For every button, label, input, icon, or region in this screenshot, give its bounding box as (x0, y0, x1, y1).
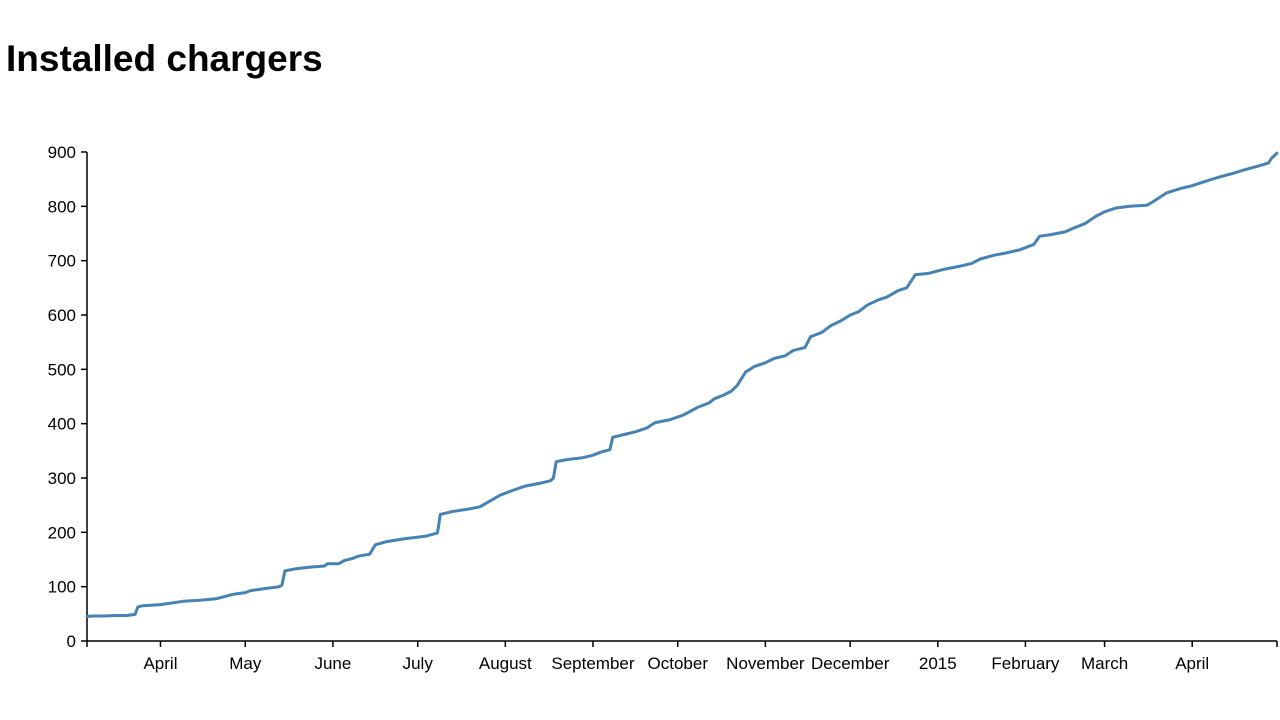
plot-area (85, 151, 1279, 618)
y-axis: 0 100 200 300 400 500 600 700 800 900 (48, 143, 88, 651)
y-tick-label: 800 (48, 197, 76, 216)
y-tick-label: 100 (48, 578, 76, 597)
x-tick-label: April (143, 654, 177, 673)
series-line (85, 151, 1279, 618)
x-tick-label: September (551, 654, 634, 673)
x-tick-label: July (403, 654, 434, 673)
y-tick-label: 700 (48, 252, 76, 271)
x-tick-label: February (991, 654, 1060, 673)
y-tick-label: 500 (48, 360, 76, 379)
y-tick-label: 300 (48, 469, 76, 488)
x-tick-label: October (648, 654, 709, 673)
x-axis: April May June July August September October No… (86, 640, 1278, 673)
x-tick-label: 2015 (919, 654, 957, 673)
y-tick-label: 600 (48, 306, 76, 325)
x-tick-label: April (1175, 654, 1209, 673)
y-tick-label: 400 (48, 415, 76, 434)
x-tick-label: December (811, 654, 890, 673)
y-tick-label: 200 (48, 523, 76, 542)
x-tick-label: May (229, 654, 262, 673)
x-tick-label: March (1081, 654, 1128, 673)
x-tick-label: June (314, 654, 351, 673)
x-tick-label: August (479, 654, 532, 673)
y-tick-label: 0 (67, 632, 76, 651)
x-tick-label: November (726, 654, 805, 673)
chart-title: Installed chargers (6, 38, 323, 79)
y-tick-label: 900 (48, 143, 76, 162)
